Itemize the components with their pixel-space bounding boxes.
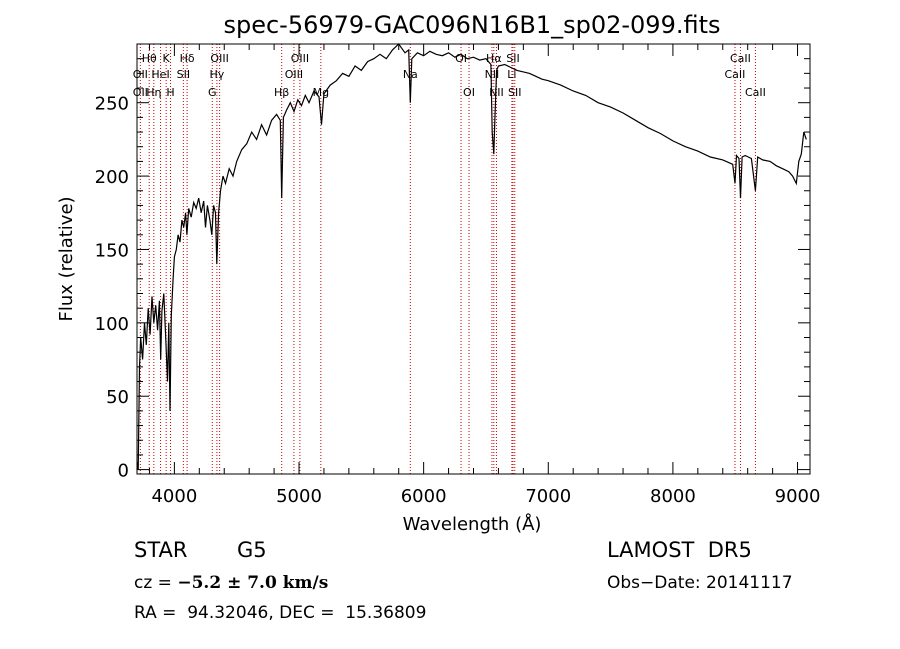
- spectral-line-label: OIII: [285, 68, 303, 81]
- spectrum-line: [136, 43, 807, 470]
- x-axis: 4000 5000 6000 7000 8000 9000: [148, 44, 821, 507]
- spectral-line-label: OI: [463, 86, 475, 99]
- spectral-line-label: NII: [485, 68, 500, 81]
- x-tick-label: 8000: [650, 486, 696, 507]
- cz-value: −5.2 ± 7.0 km/s: [177, 573, 329, 593]
- spectral-line-label: OI: [455, 52, 467, 65]
- y-tick-label: 0: [118, 461, 129, 482]
- spectral-line-label: CaII: [725, 68, 746, 81]
- spectral-line-label: Hδ: [180, 52, 195, 65]
- line-markers: [139, 44, 756, 474]
- x-tick-label: 5000: [276, 486, 322, 507]
- x-axis-label: Wavelength (Å): [403, 513, 542, 535]
- ra-dec: RA = 94.32046, DEC = 15.36809: [134, 603, 427, 623]
- spectral-line-label: SII: [506, 52, 519, 65]
- y-tick-label: 100: [95, 314, 129, 335]
- spectral-line-label: SII: [508, 86, 521, 99]
- spectral-line-label: Hθ: [142, 52, 157, 65]
- chart-title: spec-56979-GAC096N16B1_sp02-099.fits: [223, 11, 720, 39]
- y-tick-label: 200: [95, 167, 129, 188]
- y-axis: 0 50 100 150 200 250: [95, 58, 810, 482]
- spectral-line-label: Hα: [486, 52, 502, 65]
- x-tick-label: 7000: [525, 486, 571, 507]
- obs-date: Obs−Date: 20141117: [607, 573, 793, 593]
- spectral-line-label: HeI: [151, 68, 169, 81]
- redshift-line: cz = −5.2 ± 7.0 km/s: [134, 573, 328, 593]
- x-tick-label: 4000: [151, 486, 197, 507]
- spectral-line-label: OIII: [210, 52, 228, 65]
- spectral-line-label: G: [208, 86, 217, 99]
- survey-name: LAMOST DR5: [607, 538, 752, 562]
- spectral-line-label: OIII: [291, 52, 309, 65]
- object-subclass: G5: [237, 538, 267, 562]
- plot-frame: [136, 43, 811, 475]
- spectral-line-label: NII: [489, 86, 504, 99]
- spectral-line-label: Na: [403, 68, 418, 81]
- spectral-line-label: H: [166, 86, 174, 99]
- x-tick-label: 9000: [775, 486, 821, 507]
- spectral-line-label: Hβ: [274, 86, 289, 99]
- spectral-line-label: SII: [177, 68, 190, 81]
- spectral-line-label: Li: [507, 68, 516, 81]
- y-tick-label: 150: [95, 240, 129, 261]
- spectral-line-label: CaII: [745, 86, 766, 99]
- spectral-line-label: CaII: [730, 52, 751, 65]
- spectral-line-label: K: [163, 52, 171, 65]
- spectral-line-label: Mg: [313, 86, 329, 99]
- object-type: STAR: [134, 538, 188, 562]
- spectral-line-label: Hγ: [209, 68, 224, 81]
- y-axis-label: Flux (relative): [56, 196, 77, 321]
- spectral-line-label: Hη: [146, 86, 161, 99]
- x-tick-label: 6000: [401, 486, 447, 507]
- cz-label: cz =: [134, 573, 178, 593]
- spectral-line-label: OII: [133, 68, 148, 81]
- y-tick-label: 250: [95, 94, 129, 115]
- y-tick-label: 50: [106, 387, 129, 408]
